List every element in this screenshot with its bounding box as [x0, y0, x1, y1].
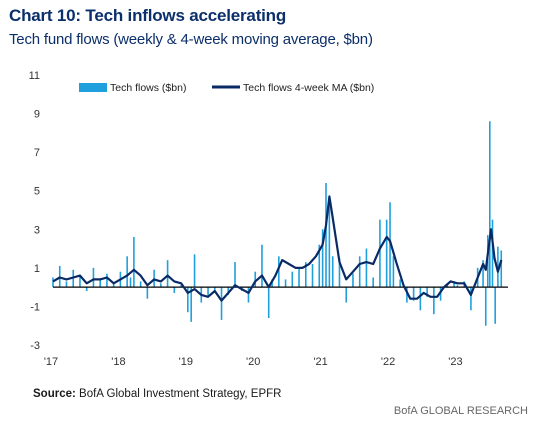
source-note: Source: BofA Global Investment Strategy,…: [33, 388, 281, 400]
y-tick-label: 5: [34, 186, 40, 198]
bar: [439, 287, 442, 301]
bar: [298, 267, 300, 288]
bar: [261, 244, 263, 288]
bar: [325, 183, 327, 288]
legend-label-tech-flows: Tech flows ($bn): [110, 82, 186, 94]
x-tick-label: '23: [448, 356, 462, 368]
chart-title: Chart 10: Tech inflows accelerating: [9, 6, 287, 25]
y-axis: 11 9 7 5 3 1 -1 -3: [29, 70, 40, 352]
bar: [446, 285, 449, 288]
bar: [52, 277, 54, 288]
legend-label-tech-flows-ma: Tech flows 4-week MA ($bn): [243, 82, 374, 94]
y-tick-label: 1: [34, 263, 40, 275]
bar: [338, 258, 341, 288]
bar: [227, 287, 230, 295]
bar: [328, 202, 331, 288]
x-tick-label: '21: [313, 356, 327, 368]
bar: [160, 283, 162, 288]
source-text: BofA Global Investment Strategy, EPFR: [79, 388, 282, 400]
bar: [494, 287, 496, 324]
x-tick-label: '19: [179, 356, 193, 368]
bar: [379, 219, 381, 288]
bar: [207, 287, 209, 297]
x-tick-label: '20: [246, 356, 260, 368]
bar: [190, 287, 192, 322]
bar: [491, 219, 494, 288]
bar: [318, 244, 321, 288]
bar: [112, 283, 115, 288]
bar: [267, 287, 270, 318]
bar: [484, 287, 487, 326]
bar: [146, 287, 149, 299]
x-tick-label: '18: [111, 356, 125, 368]
bar: [247, 287, 250, 303]
bar: [406, 287, 408, 303]
bar: [304, 262, 307, 288]
bar: [352, 273, 354, 288]
x-axis: '17 '18 '19 '20 '21 '22 '23: [44, 356, 463, 368]
y-tick-label: 11: [29, 70, 40, 82]
x-tick-label: '17: [44, 356, 58, 368]
bar: [166, 260, 169, 288]
bar: [456, 285, 459, 288]
bar: [85, 287, 88, 291]
bar: [213, 287, 216, 291]
bar: [180, 285, 182, 288]
y-tick-label: 9: [34, 109, 40, 121]
bar: [345, 287, 348, 303]
chart-subtitle: Tech fund flows (weekly & 4-week moving …: [9, 31, 373, 48]
bar: [254, 271, 257, 288]
bar: [497, 246, 499, 288]
bar: [358, 256, 361, 288]
bar: [173, 287, 176, 293]
bar: [284, 279, 287, 288]
bar: [106, 273, 108, 288]
bar: [187, 287, 189, 313]
bar: [392, 256, 395, 288]
bar: [79, 275, 81, 288]
bar: [291, 271, 294, 288]
source-label: Source:: [33, 388, 76, 400]
bar: [500, 250, 503, 288]
bar: [426, 287, 428, 297]
y-tick-label: -3: [30, 340, 40, 352]
legend-swatch-tech-flows: [79, 83, 107, 92]
bar: [321, 229, 324, 288]
bar: [133, 237, 135, 288]
bar: [65, 281, 68, 288]
bar: [482, 260, 484, 288]
bar: [220, 287, 223, 320]
bar: [234, 262, 236, 288]
brand-footer: BofA GLOBAL RESEARCH: [393, 405, 528, 417]
bar: [126, 256, 128, 288]
bar: [433, 287, 435, 315]
moving-average-line: [52, 195, 503, 302]
bar: [453, 281, 455, 288]
y-tick-label: -1: [30, 301, 40, 313]
bar: [129, 277, 132, 288]
bar: [412, 287, 415, 301]
bar: [365, 248, 368, 288]
bar: [372, 277, 374, 288]
bar: [278, 256, 280, 288]
bar: [331, 256, 334, 288]
tech-flows-chart: 11 9 7 5 3 1 -1 -3 '17 '18 '19 '20 '21 '22 '23 Tech f…: [29, 70, 508, 368]
x-tick-label: '22: [381, 356, 395, 368]
bar: [193, 254, 196, 288]
bar: [385, 219, 388, 288]
bar: [489, 121, 491, 288]
y-tick-label: 3: [34, 224, 40, 236]
y-tick-label: 7: [34, 147, 40, 159]
bar: [470, 287, 472, 311]
bar: [419, 287, 422, 311]
bar: [92, 267, 95, 288]
bar: [139, 281, 142, 288]
legend: Tech flows ($bn) Tech flows 4-week MA ($…: [79, 82, 374, 94]
bar: [99, 279, 101, 288]
bar: [399, 279, 401, 288]
bar: [311, 264, 314, 288]
bar-series: [52, 121, 503, 326]
